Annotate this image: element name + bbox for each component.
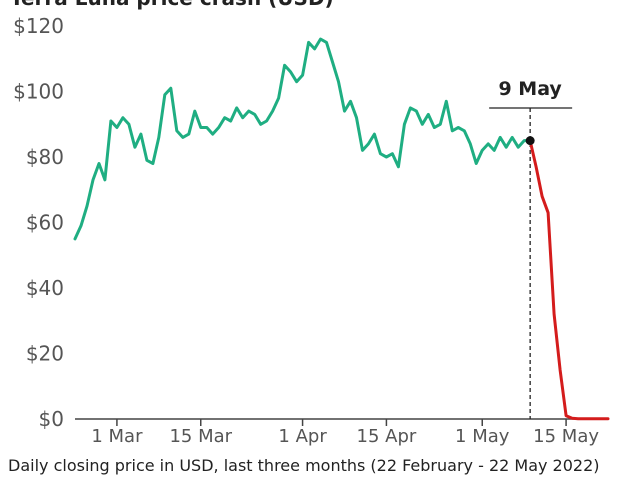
x-tick-label: 15 Apr xyxy=(357,426,417,447)
series-line-crash xyxy=(528,139,610,421)
x-tick-label: 1 Apr xyxy=(278,426,327,447)
y-tick-label: $80 xyxy=(26,145,64,169)
y-tick-label: $20 xyxy=(26,342,64,366)
chart-caption: Daily closing price in USD, last three m… xyxy=(8,456,600,475)
annotation-label: 9 May xyxy=(498,78,562,100)
series-layer xyxy=(73,37,610,421)
x-tick-label: 15 May xyxy=(533,426,599,447)
x-axis-ticks: 1 Mar 15 Mar 1 Apr 15 Apr 1 May 15 May xyxy=(91,419,599,447)
y-tick-label: $120 xyxy=(13,14,64,38)
x-tick-label: 15 Mar xyxy=(169,426,232,447)
chart-title-partial: Terra Luna price crash (USD) xyxy=(10,0,334,10)
y-tick-label: $60 xyxy=(26,211,64,235)
annotation-marker xyxy=(525,136,535,146)
series-line-before-crash xyxy=(73,37,532,241)
x-tick-label: 1 May xyxy=(455,426,510,447)
y-tick-label: $0 xyxy=(39,407,64,431)
y-tick-label: $40 xyxy=(26,276,64,300)
x-tick-label: 1 Mar xyxy=(91,426,143,447)
y-tick-label: $100 xyxy=(13,80,64,104)
y-axis-tick-labels: $0 $20 $40 $60 $80 $100 $120 xyxy=(13,14,64,431)
